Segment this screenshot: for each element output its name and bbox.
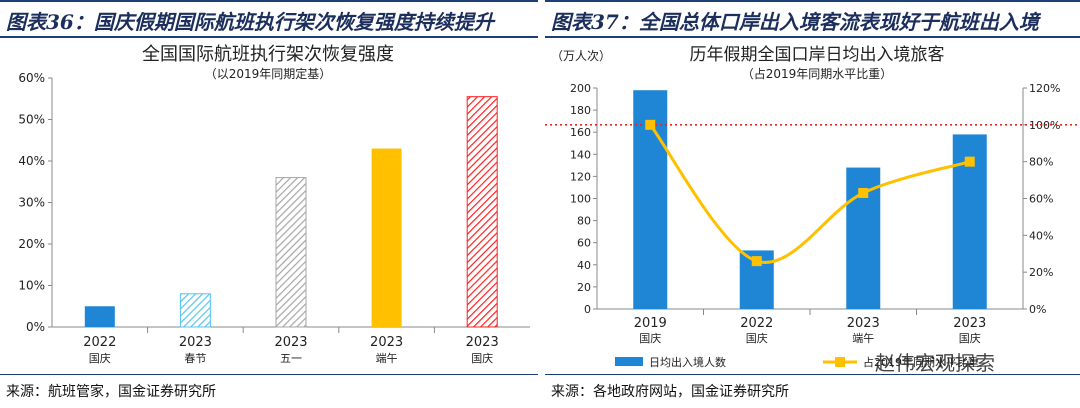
y-tick-label: 80 <box>577 215 591 228</box>
y-tick-label: 180 <box>570 104 591 117</box>
chart-title: 历年假期全国口岸日均出入境旅客 <box>690 45 945 65</box>
y2-tick-label: 80% <box>1029 156 1053 169</box>
y-tick-label: 60% <box>18 71 45 85</box>
x-tick-sublabel: 国庆 <box>959 331 981 345</box>
chart-title: 全国国际航班执行架次恢复强度 <box>142 44 394 65</box>
x-tick-label: 2022 <box>740 316 773 331</box>
x-tick-label: 2023 <box>466 335 499 350</box>
x-tick-label: 2019 <box>634 316 667 331</box>
y-unit-label: （万人次） <box>551 49 611 63</box>
x-tick-sublabel: 国庆 <box>471 351 493 365</box>
chart-subtitle: （占2019年同期水平比重） <box>742 66 893 81</box>
x-tick-label: 2023 <box>953 316 986 331</box>
x-tick-label: 2023 <box>274 335 307 350</box>
y-tick-label: 100 <box>570 193 591 206</box>
line-marker <box>751 256 762 267</box>
left-source: 来源：航班管家，国金证券研究所 <box>6 384 216 400</box>
y-tick-label: 120 <box>570 170 591 183</box>
right-chart: 历年假期全国口岸日均出入境旅客（占2019年同期水平比重） （万人次） 0 20 40 6… <box>545 45 1080 374</box>
line-series <box>649 123 971 264</box>
y-tick-label: 200 <box>570 82 591 95</box>
right-source: 来源：各地政府网站，国金证券研究所 <box>551 384 789 400</box>
y2-tick-label: 60% <box>1029 193 1053 206</box>
x-tick-label: 2023 <box>370 335 403 350</box>
left-figure-panel: 图表36：国庆假期国际航班执行架次恢复强度持续提升 全国国际航班执行架次恢复强度… <box>0 0 538 408</box>
y-tick-label: 20 <box>577 281 591 294</box>
x-tick-label: 2023 <box>847 316 880 331</box>
legend-label-line: 占2019年同期水平比重 <box>863 355 979 369</box>
y-tick-label: 0 <box>584 303 591 316</box>
watermark-text: 赵伟宏观探索 <box>875 351 995 374</box>
bar <box>466 96 498 328</box>
bar <box>371 148 402 327</box>
y2-tick-label: 40% <box>1029 229 1053 242</box>
line-marker <box>964 156 975 167</box>
y-tick-label: 20% <box>18 237 45 251</box>
chart-subtitle: （以2019年同期定基） <box>205 66 332 81</box>
y-tick-label: 10% <box>18 279 45 293</box>
legend-swatch-marker <box>835 357 845 367</box>
y-tick-label: 50% <box>18 113 45 127</box>
y2-tick-label: 20% <box>1029 266 1053 279</box>
legend-label-bars: 日均出入境人数 <box>649 355 726 369</box>
bar <box>275 177 307 328</box>
y-tick-label: 60 <box>577 237 591 250</box>
right-figure-title: 图表37：全国总体口岸出入境客流表现好于航班出入境 <box>551 10 1039 34</box>
y-tick-label: 40 <box>577 259 591 272</box>
x-tick-sublabel: 国庆 <box>639 331 661 345</box>
x-tick-sublabel: 端午 <box>852 332 874 345</box>
legend-swatch-bars <box>615 357 643 366</box>
y2-tick-label: 120% <box>1029 82 1060 95</box>
right-figure-header: 图表37：全国总体口岸出入境客流表现好于航班出入境 <box>545 0 1080 38</box>
x-tick-sublabel: 国庆 <box>746 331 768 345</box>
right-figure-panel: 图表37：全国总体口岸出入境客流表现好于航班出入境 历年假期全国口岸日均出入境旅… <box>545 0 1080 408</box>
x-tick-sublabel: 春节 <box>184 352 206 365</box>
y-tick-label: 40% <box>18 154 45 168</box>
x-tick-sublabel: 端午 <box>376 352 398 365</box>
x-tick-sublabel: 五一 <box>280 352 302 365</box>
right-divider <box>545 374 1080 375</box>
y-tick-label: 160 <box>570 126 591 139</box>
left-chart: 全国国际航班执行架次恢复强度（以2019年同期定基） 0% 10% 20% 30% 40%… <box>18 44 530 365</box>
y2-tick-label: 0% <box>1029 303 1046 316</box>
left-figure-title: 图表36：国庆假期国际航班执行架次恢复强度持续提升 <box>6 10 494 34</box>
line-marker <box>645 119 656 130</box>
x-tick-label: 2023 <box>179 335 212 350</box>
y-tick-label: 0% <box>26 320 45 334</box>
line-marker <box>858 187 869 198</box>
bar <box>179 293 211 328</box>
y-tick-label: 30% <box>18 196 45 210</box>
x-tick-label: 2022 <box>83 335 116 350</box>
left-figure-header: 图表36：国庆假期国际航班执行架次恢复强度持续提升 <box>0 0 538 38</box>
x-tick-sublabel: 国庆 <box>89 351 111 365</box>
y2-tick-label: 100% <box>1029 119 1060 132</box>
left-divider <box>0 374 538 375</box>
bar <box>84 306 115 327</box>
y-tick-label: 140 <box>570 148 591 161</box>
